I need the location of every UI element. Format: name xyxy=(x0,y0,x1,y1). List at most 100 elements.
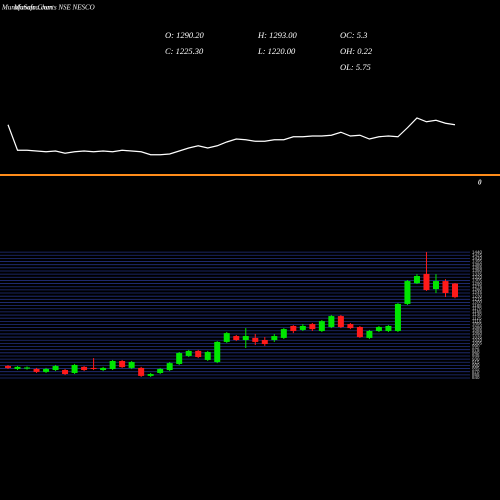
y-tick-label: 1365 xyxy=(472,265,483,270)
candle-body xyxy=(375,327,382,331)
y-tick-label: 1410 xyxy=(472,256,483,261)
candle-body xyxy=(242,336,249,341)
y-tick-label: 1335 xyxy=(472,271,483,276)
candle-body xyxy=(423,273,430,291)
y-tick-label: 1425 xyxy=(472,252,483,257)
y-tick-label: 1020 xyxy=(472,337,483,342)
y-tick-label: 915 xyxy=(472,359,480,364)
y-tick-label: 1320 xyxy=(472,274,483,279)
y-tick-label: 1065 xyxy=(472,328,483,333)
candle-body xyxy=(366,330,373,338)
candle-body xyxy=(138,367,145,376)
candle-body xyxy=(385,325,392,331)
y-tick-label: 1170 xyxy=(472,306,482,311)
candle-body xyxy=(195,350,202,358)
candle-body xyxy=(280,329,287,338)
y-tick-label: 855 xyxy=(472,372,480,377)
y-tick-label: 975 xyxy=(472,347,480,352)
candle-body xyxy=(223,333,230,342)
y-tick-label: 1230 xyxy=(472,293,483,298)
y-tick-label: 1440 xyxy=(472,249,483,254)
y-tick-label: 1350 xyxy=(472,268,483,273)
candle-body xyxy=(404,281,411,304)
candle-body xyxy=(43,368,50,372)
candle-body xyxy=(71,364,78,373)
y-tick-label: 1290 xyxy=(472,281,483,286)
candle-body xyxy=(337,316,344,328)
candle-body xyxy=(214,341,221,363)
stat: OC: 5.3 xyxy=(340,30,367,40)
candle-body xyxy=(328,316,335,328)
candle-body xyxy=(452,283,458,298)
y-tick-label: 870 xyxy=(472,369,480,374)
candle-body xyxy=(356,327,363,338)
candle-body xyxy=(147,374,154,376)
stat: H: 1293.00 xyxy=(257,30,297,40)
y-tick-label: 1035 xyxy=(472,334,483,339)
candle-body xyxy=(176,353,183,364)
y-tick-label: 930 xyxy=(472,356,480,361)
candle-body xyxy=(204,351,211,360)
y-tick-label: 1260 xyxy=(472,287,483,292)
y-tick-label: 1185 xyxy=(472,303,482,308)
y-tick-label: 1395 xyxy=(472,259,483,264)
y-tick-label: 1125 xyxy=(472,315,482,320)
y-tick-label: 1080 xyxy=(472,325,483,330)
y-tick-label: 1200 xyxy=(472,300,483,305)
y-tick-label: 1140 xyxy=(472,312,482,317)
y-tick-label: 1305 xyxy=(472,278,483,283)
y-tick-label: 1215 xyxy=(472,296,483,301)
candle-body xyxy=(100,367,107,371)
candle-body xyxy=(271,336,278,341)
y-tick-label: 1155 xyxy=(472,309,482,314)
candle-body xyxy=(318,321,325,331)
candle-body xyxy=(157,368,164,373)
candle-body xyxy=(347,324,354,329)
candle-body xyxy=(119,361,126,368)
y-tick-label: 1005 xyxy=(472,341,483,346)
candle-body xyxy=(14,366,21,369)
candle-body xyxy=(252,337,259,342)
y-tick-label: 0 xyxy=(478,179,482,187)
candle-body xyxy=(299,325,306,330)
candle-body xyxy=(109,361,116,369)
candle-body xyxy=(432,281,439,290)
candle-body xyxy=(309,324,316,330)
brand: MunafaSutra.com xyxy=(1,4,52,12)
candle-body xyxy=(90,367,97,369)
candle-body xyxy=(33,368,40,372)
candle-body xyxy=(185,350,192,356)
candle-body xyxy=(394,303,401,331)
y-tick-label: 900 xyxy=(472,363,480,368)
candle-body xyxy=(261,340,268,345)
candle-body xyxy=(128,362,135,368)
stat: O: 1290.20 xyxy=(165,30,204,40)
candle-body xyxy=(52,366,59,371)
candle-body xyxy=(442,281,449,294)
y-tick-label: 1275 xyxy=(472,284,483,289)
y-tick-label: 1245 xyxy=(472,290,483,295)
indicator-line xyxy=(7,117,456,156)
stat: L: 1220.00 xyxy=(257,46,296,56)
chart-title: Munafa Charts NSE NESCO xyxy=(13,4,95,12)
candle-body xyxy=(413,276,420,284)
candle-body xyxy=(5,366,11,368)
candle-body xyxy=(24,367,31,369)
y-tick-label: 1110 xyxy=(472,319,482,324)
candle-body xyxy=(62,370,69,375)
stat: OL: 5.75 xyxy=(340,62,371,72)
y-tick-label: 885 xyxy=(472,366,480,371)
candle-body xyxy=(233,336,240,341)
y-tick-label: 960 xyxy=(472,350,480,355)
candle-body xyxy=(166,363,173,371)
stat: C: 1225.30 xyxy=(165,46,204,56)
y-tick-label: 990 xyxy=(472,344,480,349)
y-tick-label: 1050 xyxy=(472,331,483,336)
y-tick-label: 1095 xyxy=(472,322,483,327)
y-tick-label: 840 xyxy=(472,375,480,380)
candle-body xyxy=(81,366,88,371)
stat: OH: 0.22 xyxy=(340,46,373,56)
y-tick-label: 1380 xyxy=(472,262,483,267)
candle-body xyxy=(290,325,297,331)
